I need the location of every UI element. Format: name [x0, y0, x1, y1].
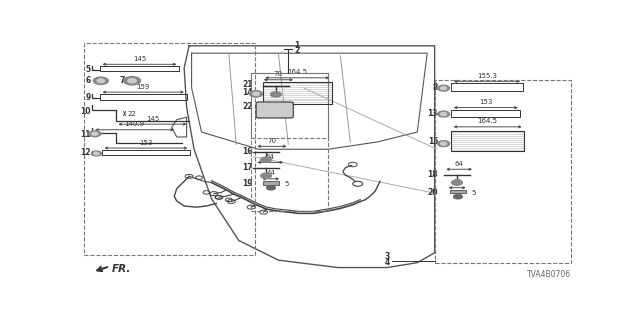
- Circle shape: [260, 157, 271, 162]
- Circle shape: [438, 85, 449, 91]
- Circle shape: [438, 141, 449, 147]
- Circle shape: [452, 180, 462, 185]
- Circle shape: [93, 77, 108, 84]
- Circle shape: [440, 142, 447, 145]
- Bar: [450, 190, 466, 194]
- Text: 7: 7: [120, 76, 125, 84]
- Text: 164.5: 164.5: [477, 118, 498, 124]
- Text: 164.5: 164.5: [287, 69, 307, 75]
- Text: 155.3: 155.3: [477, 73, 497, 79]
- Text: 11: 11: [81, 130, 91, 139]
- Text: TVA4B0706: TVA4B0706: [527, 270, 571, 279]
- Text: 70: 70: [274, 71, 283, 77]
- Text: 15: 15: [428, 137, 438, 146]
- Text: 9: 9: [86, 92, 91, 101]
- Text: 16: 16: [242, 147, 253, 156]
- Circle shape: [128, 79, 136, 83]
- Text: 5: 5: [86, 65, 91, 74]
- Bar: [102, 150, 190, 156]
- Text: 64: 64: [266, 154, 275, 160]
- Circle shape: [267, 186, 275, 190]
- Text: FR.: FR.: [112, 264, 132, 274]
- Circle shape: [92, 132, 98, 135]
- Circle shape: [124, 76, 141, 85]
- FancyBboxPatch shape: [256, 102, 293, 118]
- Text: 145: 145: [146, 116, 159, 122]
- Text: 13: 13: [428, 109, 438, 118]
- Text: 145: 145: [133, 56, 146, 62]
- Text: 44: 44: [453, 179, 461, 185]
- Text: 10: 10: [81, 107, 91, 116]
- Text: 140.9: 140.9: [125, 121, 145, 127]
- Text: 22: 22: [243, 102, 253, 111]
- Circle shape: [94, 152, 99, 155]
- Text: 20: 20: [428, 188, 438, 197]
- Bar: [263, 181, 279, 185]
- Bar: [435, 80, 571, 263]
- Text: 153: 153: [479, 99, 492, 105]
- Circle shape: [454, 195, 462, 199]
- Bar: [451, 131, 524, 151]
- Circle shape: [440, 113, 447, 116]
- Text: 4: 4: [385, 258, 390, 267]
- Circle shape: [440, 87, 447, 90]
- Text: 18: 18: [428, 170, 438, 179]
- Text: 5: 5: [471, 190, 476, 196]
- Bar: [84, 43, 255, 255]
- Bar: [100, 94, 187, 100]
- Circle shape: [250, 91, 262, 97]
- Text: 1: 1: [294, 41, 300, 50]
- Text: 2: 2: [294, 46, 300, 55]
- Text: 8: 8: [433, 83, 438, 92]
- Text: 3: 3: [385, 252, 390, 261]
- Circle shape: [92, 151, 101, 156]
- Bar: [451, 110, 520, 117]
- Circle shape: [253, 92, 259, 95]
- Circle shape: [260, 173, 271, 179]
- Text: 44: 44: [266, 170, 275, 176]
- Text: 153: 153: [140, 140, 153, 146]
- Text: 12: 12: [81, 148, 91, 157]
- Bar: [262, 82, 332, 104]
- Circle shape: [438, 111, 449, 117]
- Text: 70: 70: [268, 138, 276, 144]
- Bar: [100, 66, 179, 71]
- Text: 6: 6: [86, 76, 91, 85]
- Circle shape: [89, 131, 101, 137]
- Text: 5: 5: [285, 181, 289, 187]
- Text: 17: 17: [242, 163, 253, 172]
- Text: 21: 21: [243, 80, 253, 89]
- Text: 19: 19: [242, 179, 253, 188]
- Text: 159: 159: [136, 84, 150, 90]
- Text: 22: 22: [127, 110, 136, 116]
- Bar: [451, 84, 523, 91]
- Bar: [251, 73, 328, 211]
- Circle shape: [271, 92, 281, 97]
- Bar: [251, 73, 328, 138]
- Text: 64: 64: [455, 161, 463, 167]
- Text: 14: 14: [242, 88, 253, 97]
- Circle shape: [97, 79, 104, 83]
